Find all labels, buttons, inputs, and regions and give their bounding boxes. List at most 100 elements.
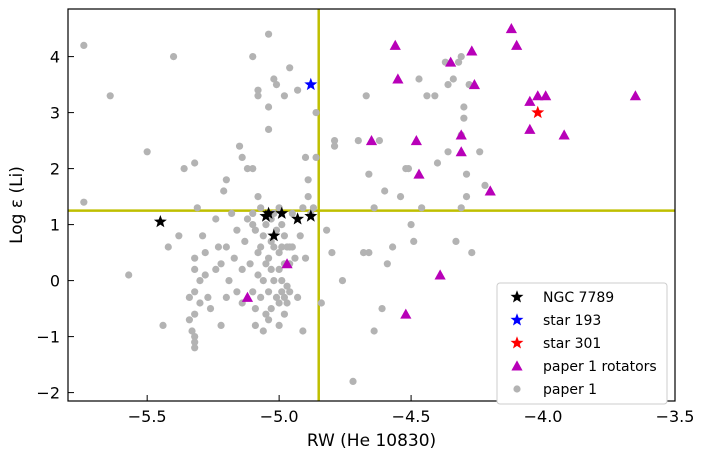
point-paper-1 xyxy=(238,153,246,161)
point-paper-1 xyxy=(201,271,209,279)
point-paper-1 xyxy=(264,125,273,133)
point-paper-1 xyxy=(217,260,225,268)
point-paper-1 xyxy=(143,148,151,156)
point-paper-1 xyxy=(275,265,283,273)
point-paper-1 xyxy=(254,249,262,257)
point-paper-1 xyxy=(191,254,199,262)
point-paper-1 xyxy=(294,293,302,301)
point-paper-1 xyxy=(80,41,88,50)
point-paper-1 xyxy=(228,209,236,217)
point-ngc-7789 xyxy=(275,206,289,219)
point-paper-1 xyxy=(191,265,199,273)
point-paper-1 xyxy=(257,204,265,212)
point-paper-1 xyxy=(375,137,384,145)
point-paper-1 xyxy=(301,153,310,161)
point-paper-1 xyxy=(365,170,373,178)
point-paper-1 xyxy=(283,299,291,307)
point-paper-1-rotators xyxy=(540,90,552,101)
legend-marker xyxy=(510,313,524,326)
point-paper-1-rotators xyxy=(400,308,412,319)
legend-label: NGC 7789 xyxy=(543,290,614,306)
point-paper-1 xyxy=(264,254,273,262)
point-paper-1 xyxy=(259,232,267,240)
point-paper-1 xyxy=(262,221,270,229)
point-paper-1 xyxy=(275,321,283,329)
point-paper-1-rotators xyxy=(445,56,457,67)
point-paper-1 xyxy=(404,165,413,173)
point-star-193 xyxy=(304,77,318,91)
point-paper-1 xyxy=(230,254,238,262)
point-paper-1 xyxy=(259,327,267,335)
legend-marker xyxy=(513,385,521,393)
point-paper-1 xyxy=(460,114,468,122)
point-paper-1 xyxy=(309,204,318,212)
point-paper-1 xyxy=(454,58,463,66)
point-paper-1 xyxy=(249,288,257,296)
y-tick-label: 0 xyxy=(50,272,60,291)
point-paper-1 xyxy=(312,109,320,117)
point-paper-1 xyxy=(254,86,262,94)
point-paper-1 xyxy=(188,327,196,335)
y-tick-label: 2 xyxy=(50,160,60,179)
point-paper-1 xyxy=(257,243,265,251)
point-paper-1-rotators xyxy=(410,135,422,146)
point-paper-1 xyxy=(370,204,378,212)
point-paper-1 xyxy=(191,310,199,318)
x-tick-label: −5.5 xyxy=(128,407,167,426)
point-paper-1 xyxy=(278,243,286,251)
point-paper-1 xyxy=(185,316,193,324)
point-paper-1 xyxy=(457,204,465,212)
point-paper-1 xyxy=(444,81,452,89)
point-paper-1-rotators xyxy=(505,23,517,34)
point-paper-1 xyxy=(383,260,391,268)
point-paper-1 xyxy=(370,327,378,335)
point-paper-1 xyxy=(267,237,275,245)
point-paper-1 xyxy=(323,226,331,234)
point-paper-1 xyxy=(378,305,386,313)
point-paper-1 xyxy=(304,193,312,201)
legend-label: star 301 xyxy=(543,336,601,352)
point-paper-1-rotators xyxy=(511,39,523,50)
y-tick-label: −1 xyxy=(36,328,60,347)
legend: NGC 7789 star 193 star 301 paper 1 rotators… xyxy=(496,282,668,405)
point-paper-1 xyxy=(251,226,259,234)
point-paper-1 xyxy=(338,277,347,285)
point-paper-1 xyxy=(280,232,289,240)
legend-label: star 193 xyxy=(543,313,601,329)
point-paper-1 xyxy=(175,232,183,240)
legend-marker xyxy=(510,290,524,303)
legend-label: paper 1 rotators xyxy=(543,359,657,375)
point-paper-1 xyxy=(280,92,289,100)
point-paper-1-rotators xyxy=(241,291,254,302)
x-tick-label: −3.5 xyxy=(656,407,695,426)
point-paper-1 xyxy=(191,344,199,352)
point-ngc-7789 xyxy=(262,206,276,219)
point-paper-1-rotators xyxy=(468,79,481,90)
point-paper-1 xyxy=(196,299,204,307)
point-paper-1-rotators xyxy=(532,90,544,101)
point-paper-1 xyxy=(243,165,252,173)
point-paper-1 xyxy=(185,293,193,301)
legend-marker xyxy=(511,360,523,371)
point-star-301 xyxy=(531,105,545,119)
point-paper-1-rotators xyxy=(389,39,401,50)
point-paper-1 xyxy=(280,310,289,318)
point-paper-1-rotators xyxy=(466,45,478,56)
point-paper-1 xyxy=(462,193,471,201)
point-paper-1 xyxy=(288,209,296,217)
point-ngc-7789 xyxy=(153,215,167,228)
x-tick-label: −5.0 xyxy=(260,407,299,426)
point-paper-1 xyxy=(381,187,389,195)
point-paper-1 xyxy=(267,265,275,273)
point-paper-1 xyxy=(362,92,370,100)
point-paper-1 xyxy=(241,237,249,245)
point-paper-1 xyxy=(222,293,230,301)
point-paper-1 xyxy=(249,165,257,173)
point-paper-1 xyxy=(389,243,397,251)
point-paper-1 xyxy=(246,260,254,268)
point-paper-1 xyxy=(235,142,244,150)
point-paper-1 xyxy=(288,243,296,251)
point-paper-1 xyxy=(225,277,233,285)
point-paper-1 xyxy=(125,271,133,279)
